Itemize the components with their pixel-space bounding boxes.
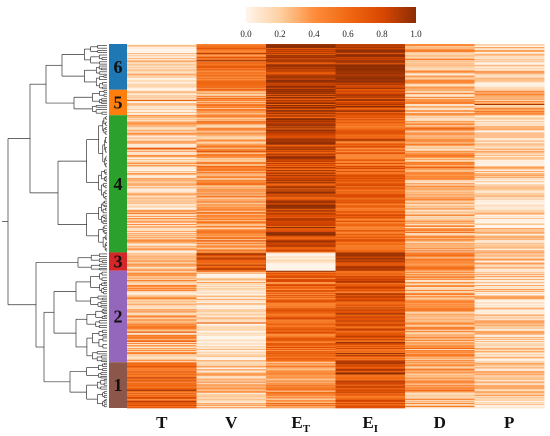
column-label: V xyxy=(225,413,238,432)
cluster-bar: 6 5 4 3 2 1 xyxy=(109,44,127,408)
cluster-label: 6 xyxy=(114,57,123,77)
cluster-block xyxy=(109,270,127,363)
colorbar-tick-label: 0.0 xyxy=(240,29,252,39)
colorbar-tick-label: 0.6 xyxy=(342,29,354,39)
cluster-label: 4 xyxy=(114,174,123,194)
column-labels: T V ET EI D P xyxy=(156,413,514,435)
cluster-label: 5 xyxy=(114,92,123,112)
colorbar: 0.0 0.2 0.4 0.6 0.8 1.0 xyxy=(240,7,422,39)
column-label: EI xyxy=(362,413,378,435)
cluster-label: 1 xyxy=(114,375,123,395)
cluster-block xyxy=(109,89,127,116)
heatmap-grid xyxy=(127,44,545,409)
column-label: ET xyxy=(291,413,310,435)
dendrogram xyxy=(2,45,107,408)
cluster-block xyxy=(109,362,127,408)
colorbar-tick-label: 1.0 xyxy=(410,29,422,39)
column-label: D xyxy=(434,413,446,432)
cluster-label: 3 xyxy=(114,252,123,272)
cluster-label: 2 xyxy=(114,306,123,326)
colorbar-tick-label: 0.8 xyxy=(376,29,388,39)
cluster-block xyxy=(109,252,127,271)
colorbar-tick-label: 0.2 xyxy=(274,29,285,39)
colorbar-tick-label: 0.4 xyxy=(308,29,320,39)
column-label: T xyxy=(156,413,168,432)
column-label: P xyxy=(504,413,514,432)
cluster-block xyxy=(109,115,127,253)
colorbar-gradient xyxy=(246,7,416,23)
cluster-block xyxy=(109,44,127,90)
